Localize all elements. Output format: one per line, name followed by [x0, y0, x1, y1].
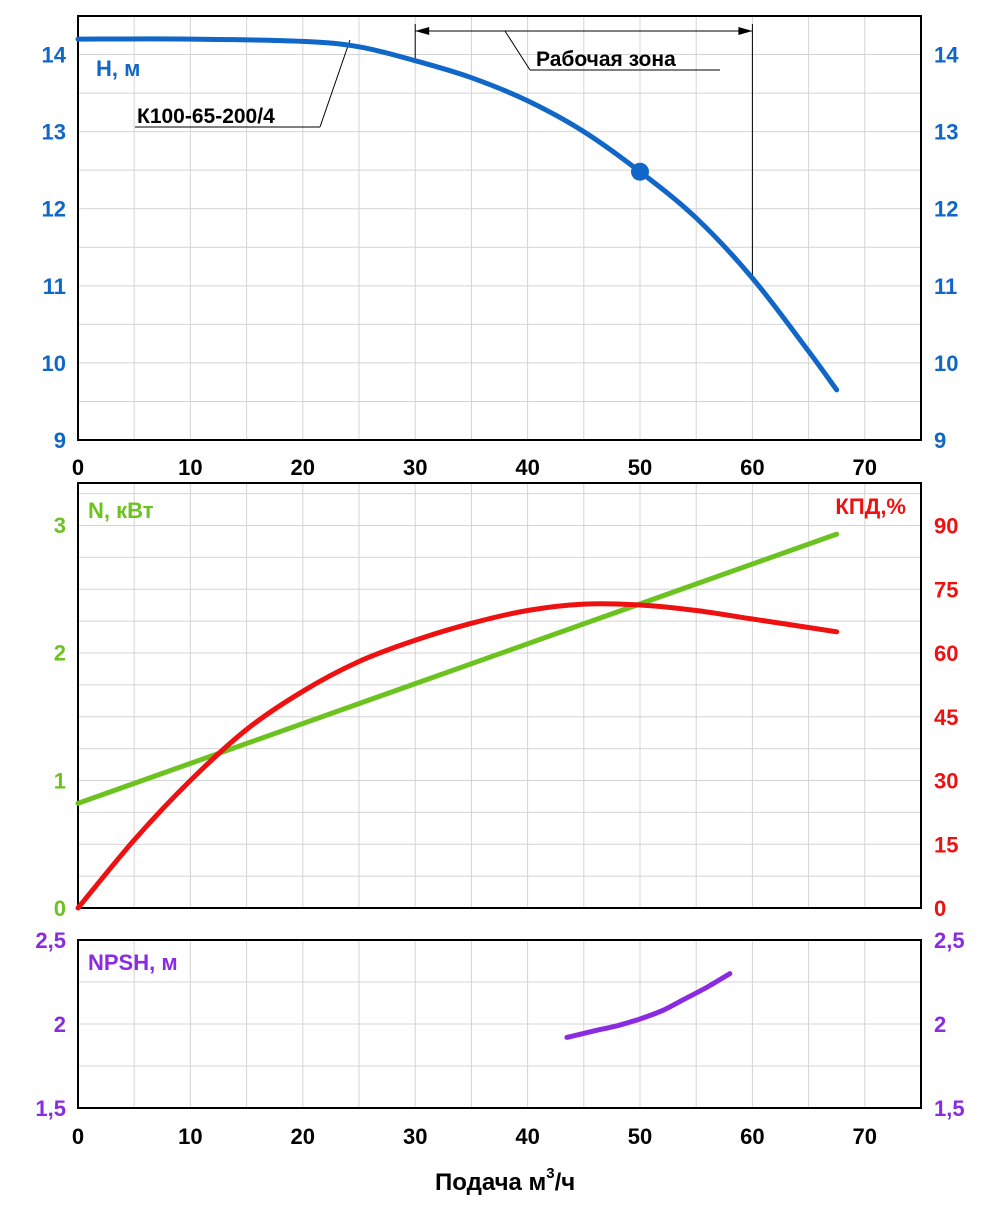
- work-zone-label: Рабочая зона: [536, 48, 676, 71]
- x-tick-label: 0: [72, 455, 84, 480]
- x-tick-label: 50: [628, 1124, 652, 1149]
- efficiency-axis-label: КПД,%: [835, 494, 906, 519]
- power-axis-label: N, кВт: [88, 498, 154, 523]
- efficiency-y-tick-label: 0: [934, 896, 946, 921]
- x-axis-title-sup: 3: [546, 1165, 554, 1182]
- power-efficiency-frame: [77, 482, 922, 909]
- work-zone-arrow-left: [415, 27, 430, 35]
- x-tick-label: 20: [291, 455, 315, 480]
- x-tick-label: 0: [72, 1124, 84, 1149]
- power-series-line: [75, 531, 840, 806]
- efficiency-y-tick-label: 90: [934, 514, 958, 539]
- x-tick-label: 10: [178, 455, 202, 480]
- x-tick-label: 70: [853, 1124, 877, 1149]
- curve-label-annotation: К100-65-200/4: [135, 39, 351, 128]
- head-y-tick-label: 12: [42, 197, 66, 222]
- npsh-y-tick-label: 1,5: [934, 1096, 965, 1121]
- npsh-axis-label: NPSH, м: [88, 950, 178, 975]
- head-y-tick-label: 11: [43, 274, 66, 299]
- x-tick-label: 30: [403, 1124, 427, 1149]
- npsh-x-ticks: 0 10 20 30 40 50 60 70: [72, 1124, 877, 1149]
- npsh-y-ticks-left: 1,5 2 2,5: [35, 928, 66, 1121]
- x-tick-label: 10: [178, 1124, 202, 1149]
- x-axis-title: Подача м3/ч: [435, 1165, 575, 1196]
- head-x-ticks: 0 10 20 30 40 50 60 70: [72, 455, 877, 480]
- head-axis-label: H, м: [96, 56, 140, 81]
- head-y-ticks-left: 9 10 11 12 13 14: [42, 43, 67, 453]
- x-tick-label: 60: [740, 455, 764, 480]
- npsh-series-line: [564, 971, 733, 1040]
- work-zone-annotation: Рабочая зона: [414, 24, 753, 279]
- head-y-tick-label: 14: [42, 43, 67, 68]
- power-efficiency-panel: 0 1 2 3 0 15 30 45 60 75 90 N, кВт КПД,%: [54, 482, 958, 922]
- x-tick-label: 60: [740, 1124, 764, 1149]
- efficiency-series-line: [75, 601, 840, 911]
- power-y-tick-label: 0: [54, 896, 66, 921]
- efficiency-y-tick-label: 60: [934, 641, 958, 666]
- head-y-tick-label: 14: [934, 43, 959, 68]
- npsh-panel: 1,5 2 2,5 1,5 2 2,5 0 10 20 30 40 50 60 70 NPSH, м: [35, 928, 964, 1149]
- x-tick-label: 20: [291, 1124, 315, 1149]
- x-tick-label: 70: [853, 455, 877, 480]
- head-y-ticks-right: 9 10 11 12 13 14: [934, 43, 959, 453]
- power-y-tick-label: 1: [54, 768, 66, 793]
- duty-point-marker: [631, 162, 649, 181]
- efficiency-y-tick-label: 15: [934, 832, 958, 857]
- x-tick-label: 40: [515, 455, 539, 480]
- x-tick-label: 40: [515, 1124, 539, 1149]
- x-axis-title-tail: /ч: [555, 1169, 576, 1196]
- curve-label: К100-65-200/4: [137, 105, 275, 128]
- power-efficiency-grid: [78, 483, 921, 908]
- head-y-tick-label: 10: [934, 351, 958, 376]
- npsh-y-tick-label: 2: [934, 1012, 946, 1037]
- npsh-y-tick-label: 1,5: [35, 1096, 66, 1121]
- efficiency-y-tick-label: 45: [934, 705, 958, 730]
- npsh-y-tick-label: 2,5: [35, 928, 66, 953]
- curve-label-leader: [319, 39, 351, 128]
- power-y-ticks: 0 1 2 3: [54, 513, 66, 921]
- work-zone-leader: [504, 30, 531, 71]
- head-y-tick-label: 13: [42, 120, 66, 145]
- head-y-tick-label: 13: [934, 120, 958, 145]
- power-y-tick-label: 3: [54, 513, 66, 538]
- work-zone-arrow-right: [738, 27, 753, 35]
- head-frame: [77, 15, 922, 441]
- x-axis-title-main: Подача м: [435, 1169, 546, 1196]
- efficiency-y-tick-label: 75: [934, 577, 958, 602]
- head-y-tick-label: 9: [934, 428, 946, 453]
- npsh-grid: [78, 940, 921, 1108]
- efficiency-y-tick-label: 30: [934, 769, 958, 794]
- npsh-y-tick-label: 2: [54, 1012, 66, 1037]
- efficiency-y-ticks: 0 15 30 45 60 75 90: [934, 514, 958, 922]
- npsh-y-ticks-right: 1,5 2 2,5: [934, 928, 965, 1121]
- head-y-tick-label: 9: [54, 428, 66, 453]
- head-y-tick-label: 11: [934, 274, 957, 299]
- head-series-line: [75, 36, 840, 393]
- npsh-frame: [77, 939, 922, 1109]
- head-y-tick-label: 12: [934, 197, 958, 222]
- npsh-y-tick-label: 2,5: [934, 928, 965, 953]
- x-tick-label: 30: [403, 455, 427, 480]
- head-y-tick-label: 10: [42, 351, 66, 376]
- power-y-tick-label: 2: [54, 641, 66, 666]
- head-grid: [78, 16, 921, 440]
- x-tick-label: 50: [628, 455, 652, 480]
